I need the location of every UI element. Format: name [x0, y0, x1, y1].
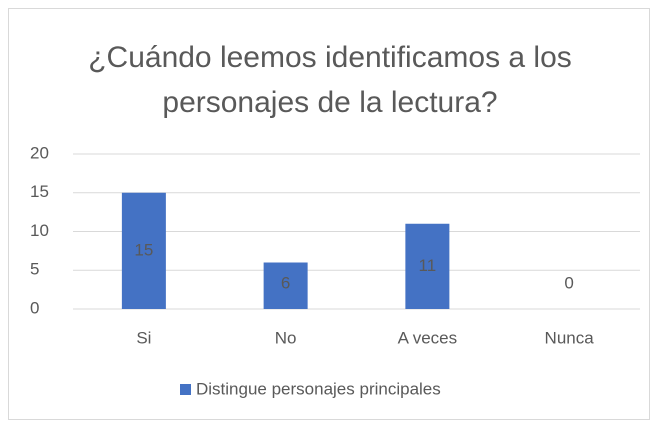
data-label: 15 [134, 240, 153, 259]
y-tick-label: 20 [30, 143, 49, 162]
chart-border [8, 8, 650, 420]
bar [121, 192, 166, 309]
x-tick-label: No [275, 328, 297, 347]
y-tick-label: 15 [30, 182, 49, 201]
data-label: 6 [281, 273, 290, 292]
y-tick-label: 0 [30, 298, 39, 317]
x-tick-label: Nunca [545, 328, 595, 347]
data-label: 0 [564, 273, 573, 292]
x-tick-label: Si [136, 328, 151, 347]
legend-label: Distingue personajes principales [196, 379, 441, 398]
data-label: 11 [419, 256, 437, 275]
x-tick-label: A veces [398, 328, 458, 347]
bar [405, 223, 450, 309]
chart-title: ¿Cuándo leemos identificamos a los perso… [88, 41, 572, 119]
bar [263, 262, 308, 309]
y-tick-label: 10 [30, 221, 49, 240]
y-tick-label: 5 [30, 260, 39, 279]
legend-swatch [180, 384, 191, 395]
